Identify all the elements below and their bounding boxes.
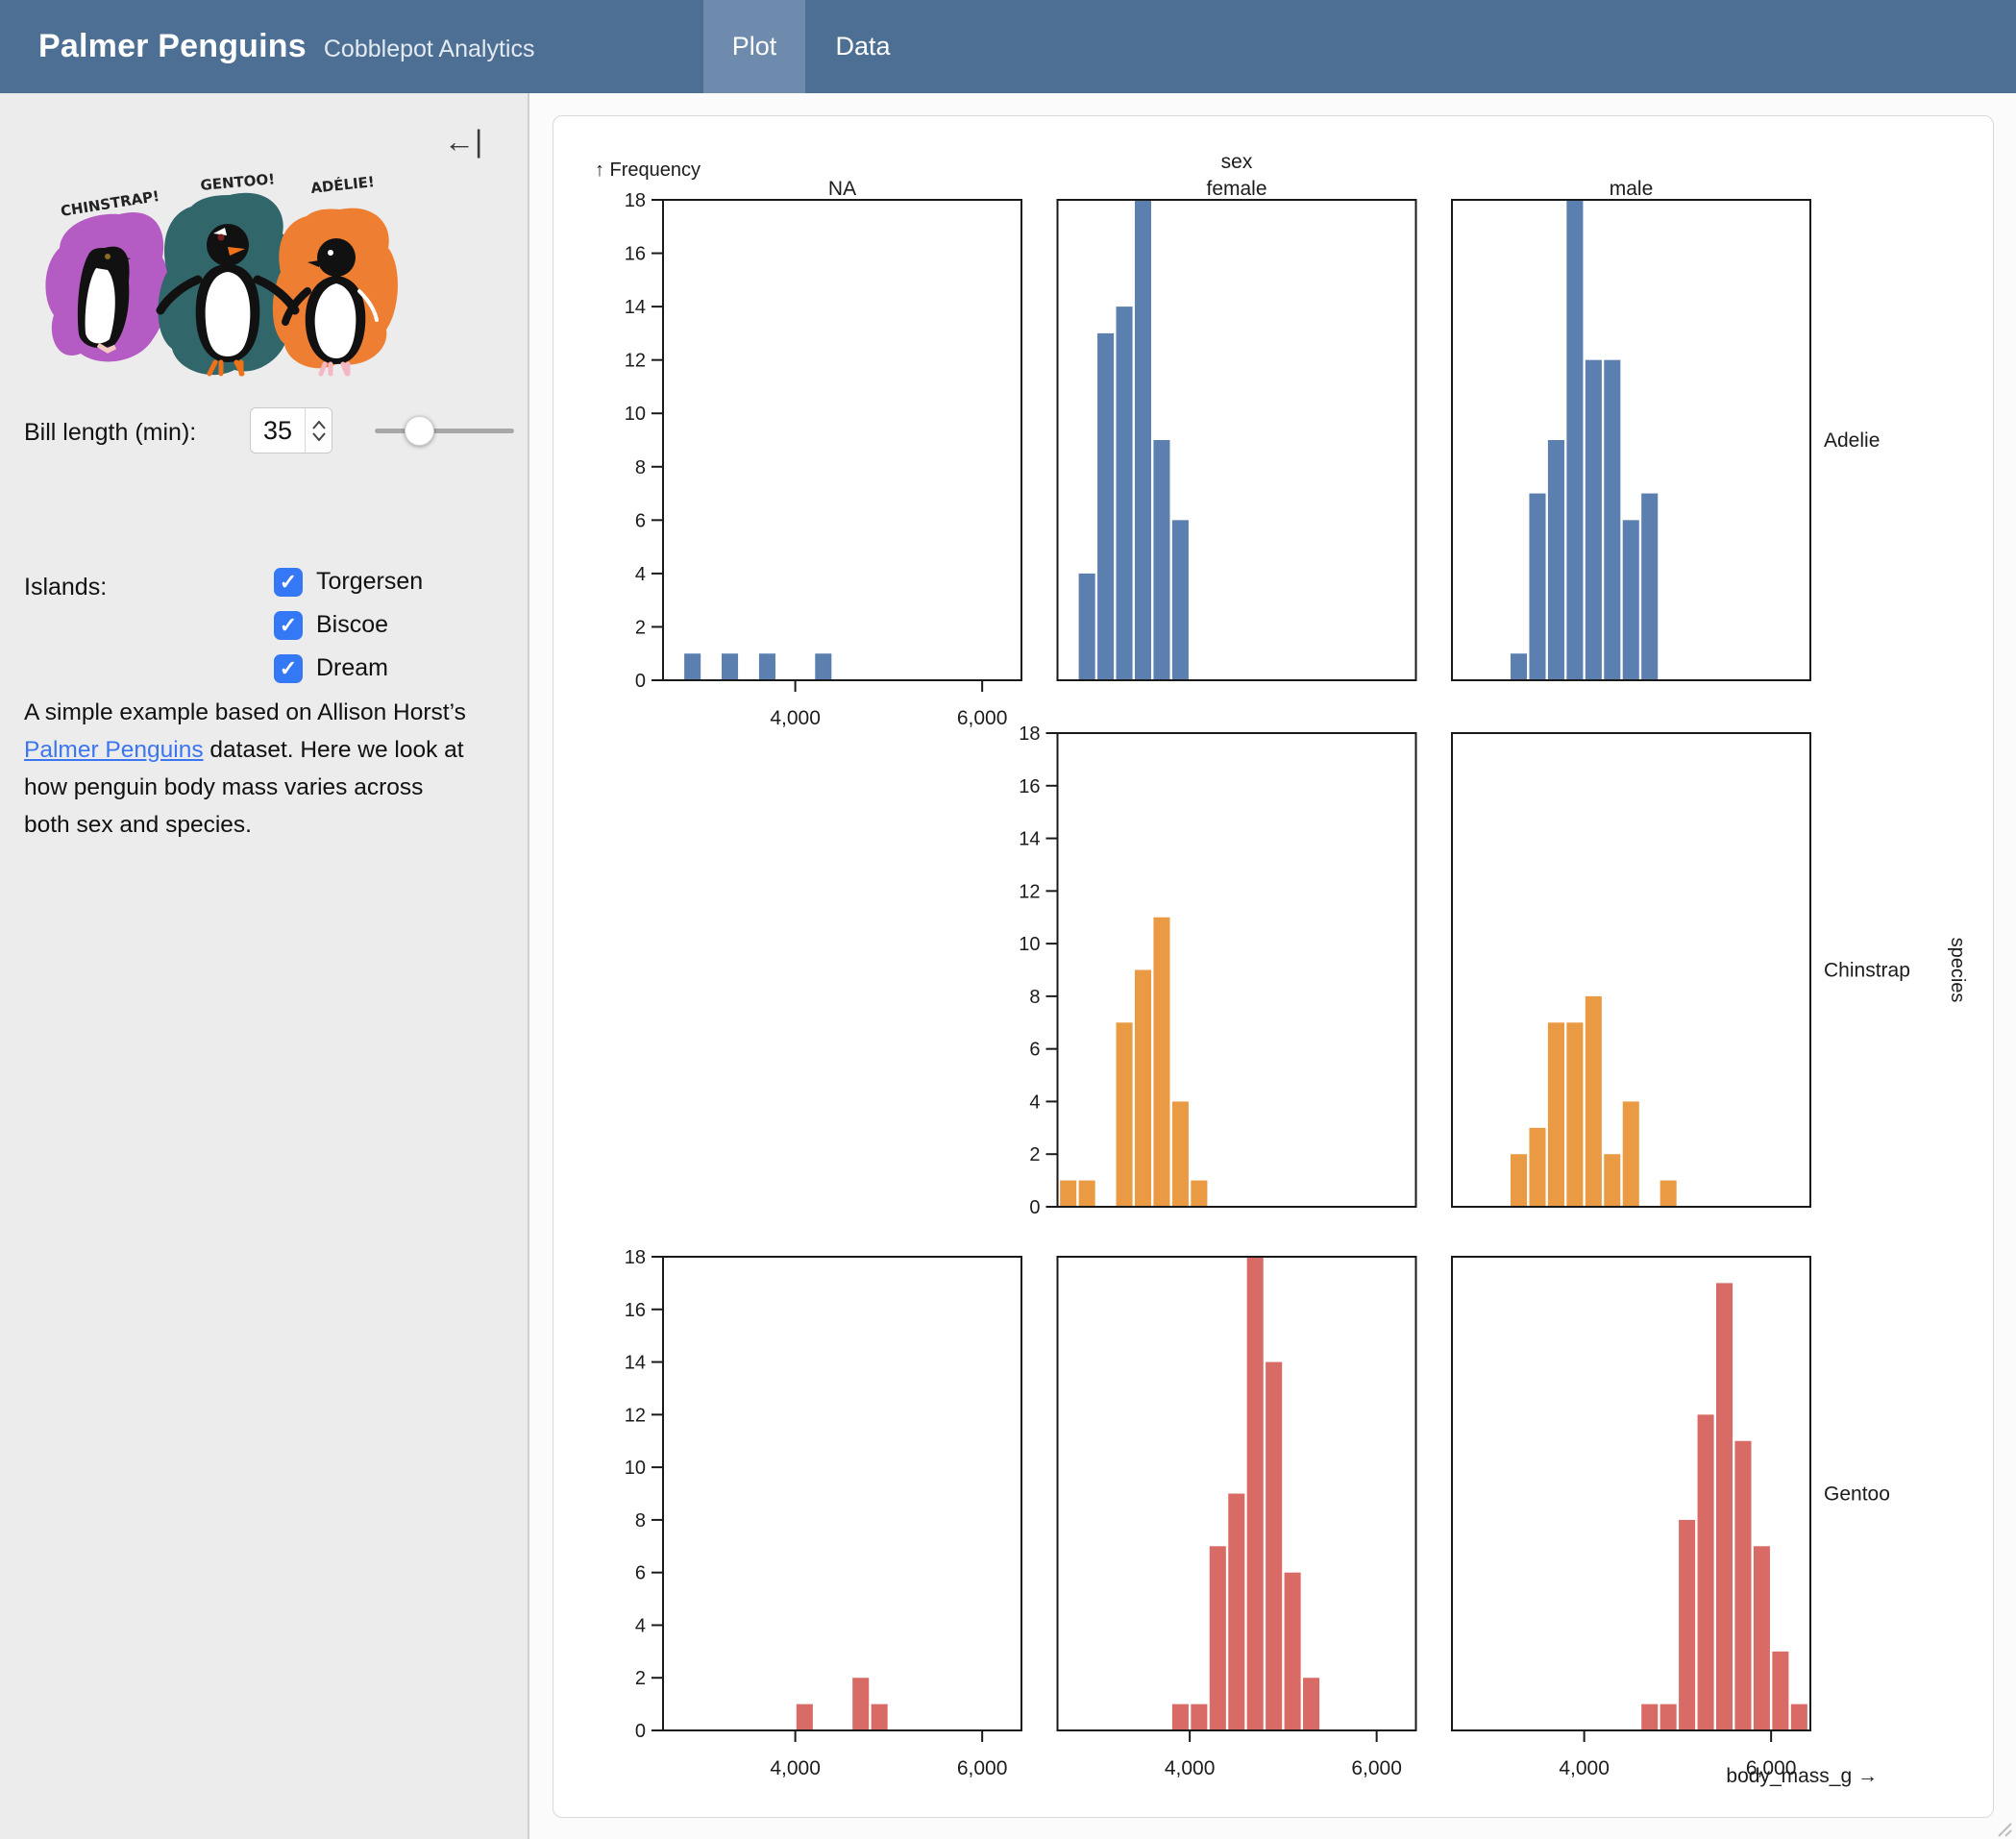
svg-text:female: female	[1206, 178, 1266, 200]
svg-text:6: 6	[635, 1563, 646, 1584]
checkbox-dream-label: Dream	[316, 654, 389, 681]
svg-text:6: 6	[635, 510, 646, 531]
description-text: A simple example based on Allison Horst’…	[24, 699, 466, 725]
svg-text:4,000: 4,000	[770, 707, 821, 729]
svg-text:2: 2	[635, 617, 646, 638]
svg-text:4,000: 4,000	[770, 1757, 821, 1779]
svg-text:10: 10	[625, 404, 646, 425]
checkbox-checked-icon[interactable]: ✓	[274, 567, 303, 597]
svg-text:8: 8	[635, 1510, 646, 1532]
svg-text:male: male	[1610, 178, 1654, 200]
svg-text:species: species	[1947, 938, 1968, 1003]
main-content: ↑ Frequency body_mass_g → NA sex female male A…	[531, 93, 2016, 1839]
svg-text:16: 16	[1019, 776, 1040, 797]
svg-text:4,000: 4,000	[1559, 1757, 1610, 1779]
svg-text:10: 10	[625, 1458, 646, 1479]
svg-text:16: 16	[625, 244, 646, 265]
app-title: Palmer Penguins	[38, 28, 307, 64]
svg-text:10: 10	[1019, 934, 1040, 955]
svg-text:0: 0	[635, 1721, 646, 1742]
svg-text:Gentoo: Gentoo	[1824, 1483, 1890, 1506]
svg-text:14: 14	[625, 297, 646, 318]
svg-text:18: 18	[625, 190, 646, 211]
description-text: dataset. Here we look at how penguin bod…	[24, 737, 464, 838]
svg-text:body_mass_g →: body_mass_g →	[1726, 1765, 1878, 1787]
svg-text:6,000: 6,000	[1351, 1757, 1402, 1779]
adelie-label: ADÉLIE!	[309, 172, 375, 197]
svg-text:6: 6	[1029, 1040, 1040, 1061]
svg-text:4: 4	[635, 564, 646, 585]
svg-text:14: 14	[1019, 829, 1040, 850]
adelie-penguin	[282, 238, 379, 377]
bill-length-slider[interactable]	[375, 416, 514, 446]
svg-text:2: 2	[1029, 1144, 1040, 1165]
checkbox-biscoe[interactable]: ✓ Biscoe	[274, 603, 423, 647]
stepper-up-icon[interactable]	[311, 420, 326, 429]
bill-length-label: Bill length (min):	[24, 419, 197, 446]
plot-card: ↑ Frequency body_mass_g → NA sex female male A…	[553, 115, 1994, 1818]
svg-text:18: 18	[625, 1247, 646, 1268]
svg-text:18: 18	[1019, 723, 1040, 745]
svg-text:8: 8	[635, 457, 646, 478]
checkbox-torgersen[interactable]: ✓ Torgersen	[274, 560, 423, 603]
svg-text:6,000: 6,000	[957, 1757, 1008, 1779]
penguins-artwork: CHINSTRAP! GENTOO! ADÉLIE!	[45, 170, 398, 377]
app-subtitle: Cobblepot Analytics	[323, 36, 535, 62]
svg-text:12: 12	[625, 1405, 646, 1426]
palmer-penguins-link[interactable]: Palmer Penguins	[24, 737, 204, 763]
svg-text:Chinstrap: Chinstrap	[1824, 960, 1910, 982]
svg-text:NA: NA	[828, 178, 856, 200]
bill-length-value[interactable]: 35	[262, 415, 293, 445]
svg-text:4: 4	[635, 1615, 646, 1636]
svg-text:4,000: 4,000	[1165, 1757, 1216, 1779]
slider-thumb[interactable]	[405, 416, 434, 446]
svg-text:2: 2	[635, 1668, 646, 1689]
svg-text:0: 0	[1029, 1197, 1040, 1218]
checkbox-checked-icon[interactable]: ✓	[274, 653, 303, 683]
svg-text:12: 12	[625, 351, 646, 372]
svg-text:↑ Frequency: ↑ Frequency	[595, 159, 701, 181]
plot-svg: ↑ Frequency body_mass_g → NA sex female male A…	[595, 151, 1968, 1787]
chinstrap-penguin	[77, 246, 131, 354]
tab-bar: Plot Data	[703, 0, 921, 93]
islands-control: Islands: ✓ Torgersen ✓ Biscoe ✓ Dream	[24, 567, 504, 683]
checkbox-checked-icon[interactable]: ✓	[274, 610, 303, 640]
svg-text:8: 8	[1029, 987, 1040, 1008]
app-header: Palmer Penguins Cobblepot Analytics Plot…	[0, 0, 2016, 93]
svg-text:12: 12	[1019, 881, 1040, 902]
tab-plot[interactable]: Plot	[703, 0, 805, 93]
sidebar-collapse-icon[interactable]: ←|	[444, 124, 483, 159]
svg-text:0: 0	[635, 671, 646, 692]
bill-length-control: Bill length (min): 35	[24, 407, 514, 454]
stepper-down-icon[interactable]	[311, 431, 326, 441]
svg-text:14: 14	[625, 1353, 646, 1374]
bill-length-stepper[interactable]	[305, 408, 332, 453]
resize-grip-icon[interactable]	[1995, 1820, 2012, 1837]
sidebar-description: A simple example based on Allison Horst’…	[24, 694, 474, 844]
checkbox-torgersen-label: Torgersen	[316, 568, 424, 595]
svg-text:6,000: 6,000	[1746, 1757, 1797, 1779]
checkbox-dream[interactable]: ✓ Dream	[274, 647, 423, 690]
checkbox-biscoe-label: Biscoe	[316, 611, 389, 638]
svg-text:4: 4	[1029, 1091, 1040, 1113]
svg-text:6,000: 6,000	[957, 707, 1008, 729]
islands-label: Islands:	[24, 574, 108, 601]
svg-text:16: 16	[625, 1300, 646, 1321]
svg-text:Adelie: Adelie	[1824, 429, 1880, 452]
sidebar: ←|	[0, 93, 529, 1839]
svg-text:sex: sex	[1221, 151, 1253, 173]
tab-data[interactable]: Data	[835, 32, 891, 61]
gentoo-label: GENTOO!	[200, 170, 276, 194]
bill-length-input[interactable]: 35	[250, 407, 332, 454]
